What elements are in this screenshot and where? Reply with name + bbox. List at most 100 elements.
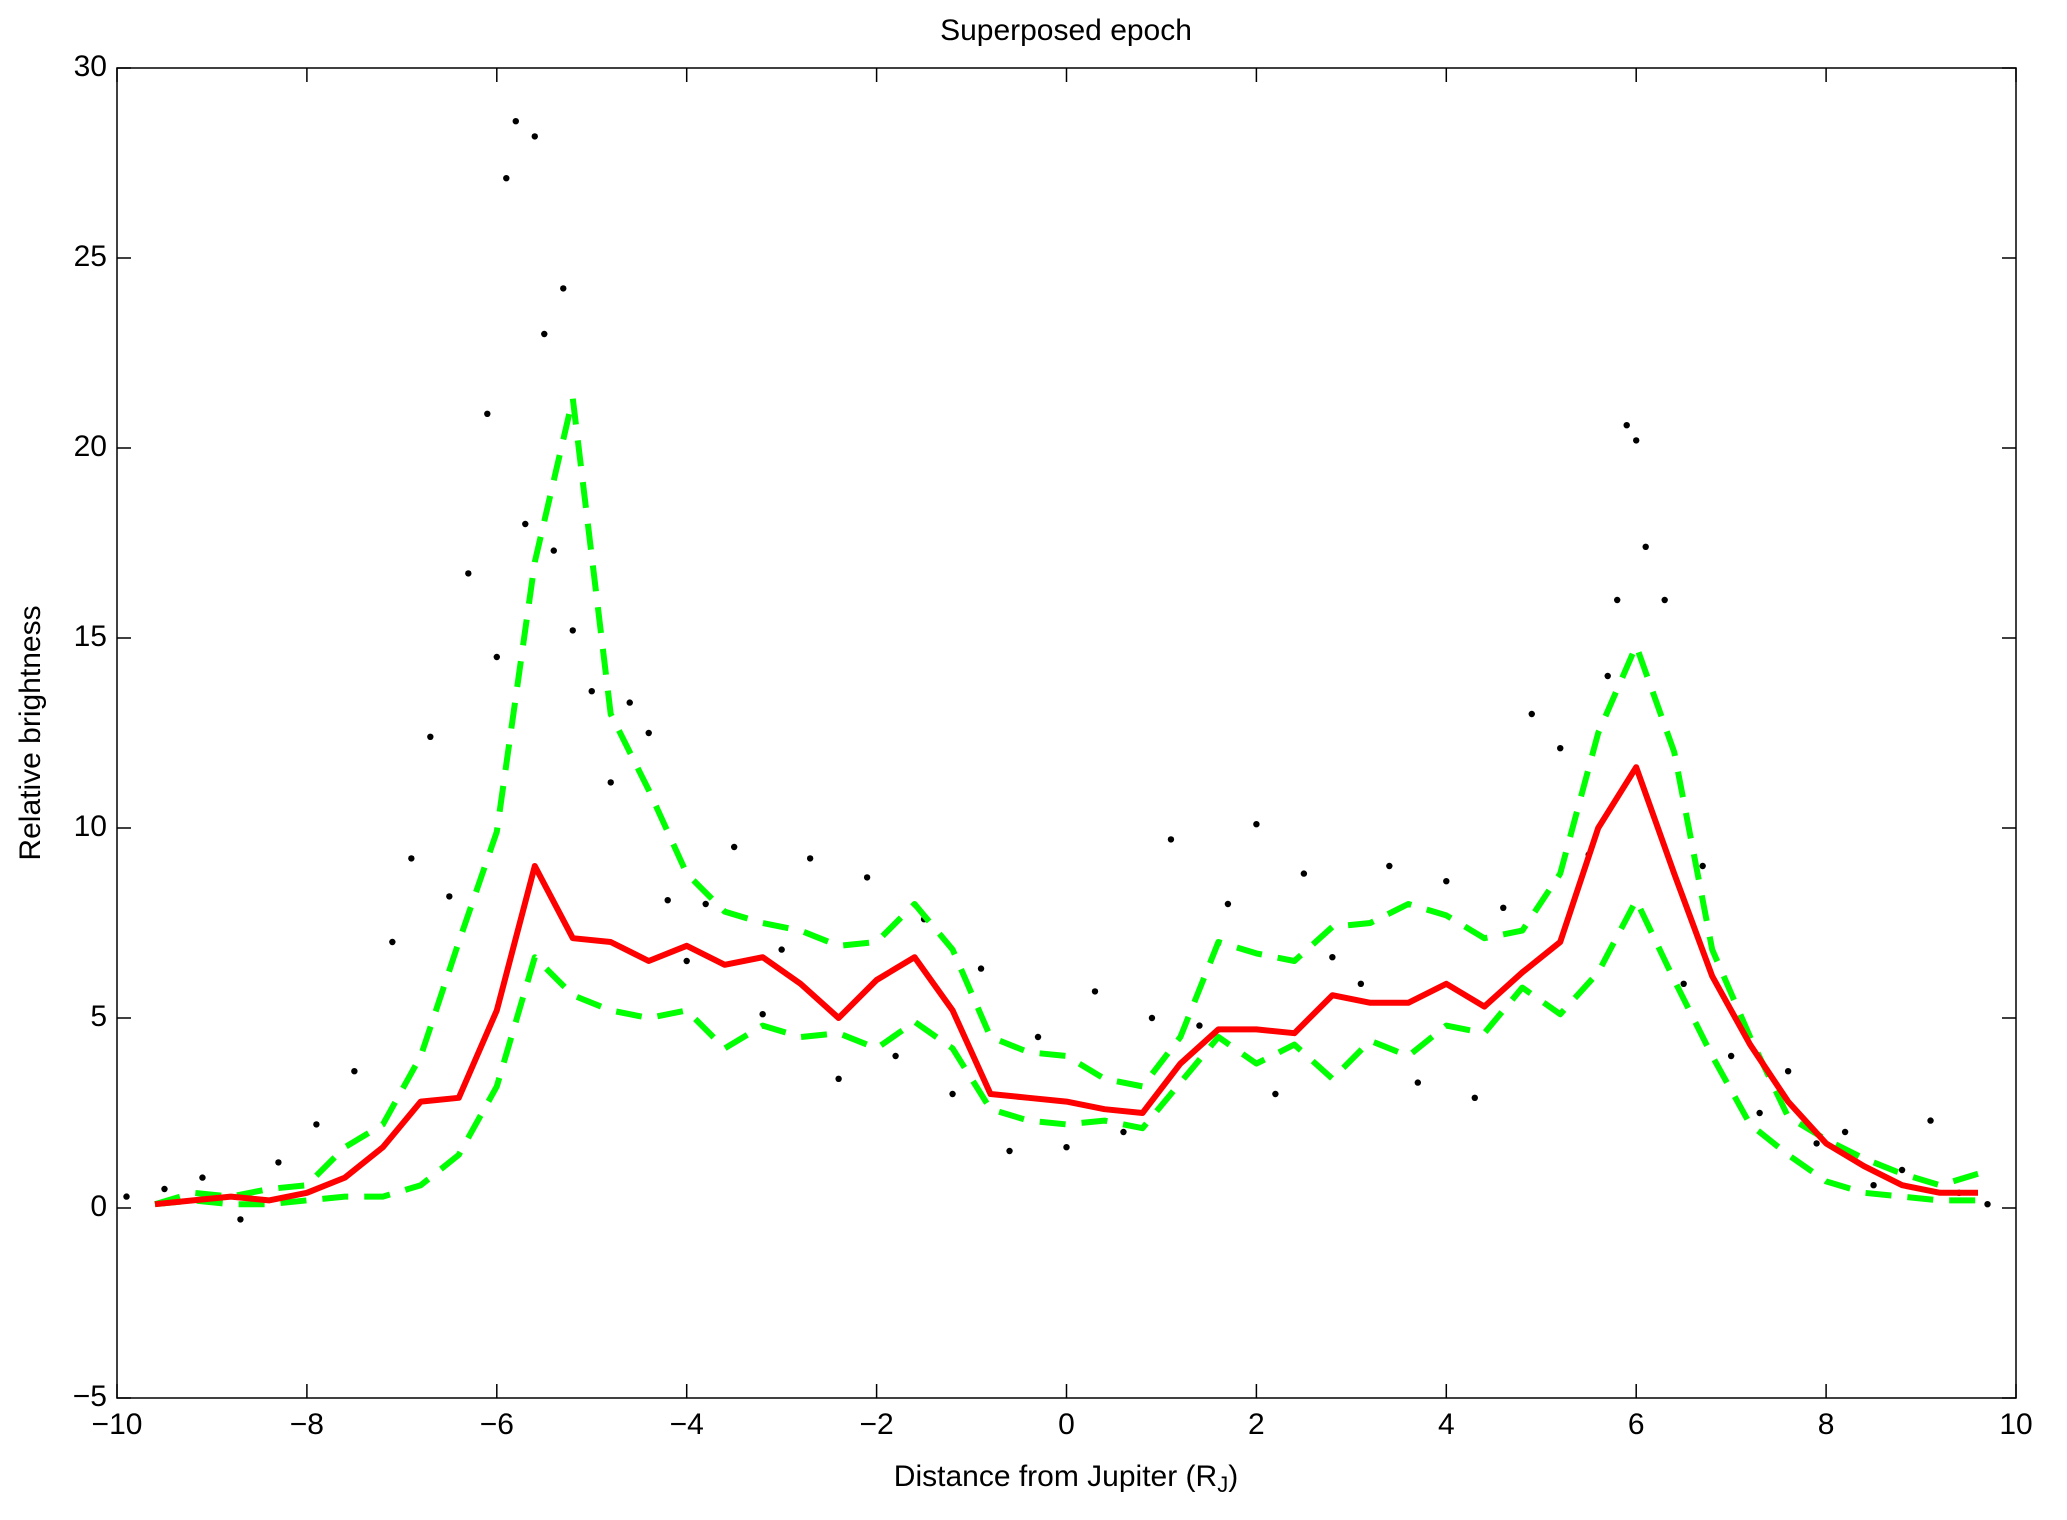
scatter-point: [1167, 836, 1175, 843]
dashed-line: [154, 897, 1978, 1208]
x-tick-label: 0: [1058, 1408, 1075, 1441]
scatter-point: [237, 1216, 244, 1223]
x-tick-label: −6: [480, 1408, 514, 1441]
x-tick-label: −2: [859, 1408, 893, 1441]
scatter-point: [949, 1090, 956, 1098]
scatter-point: [427, 733, 434, 740]
chart-title: Superposed epoch: [940, 14, 1192, 47]
scatter-point: [493, 653, 500, 661]
scatter-point: [702, 900, 709, 908]
scatter-point: [512, 118, 519, 125]
scatter-point: [351, 1068, 358, 1075]
data-layer: [123, 118, 1991, 1223]
y-tick-label: 25: [74, 240, 107, 273]
scatter-point: [531, 133, 538, 140]
scatter-point: [503, 175, 510, 182]
scatter-point: [1386, 862, 1393, 870]
scatter-point: [275, 1159, 282, 1166]
scatter-point: [550, 547, 557, 554]
scatter-point: [1091, 988, 1099, 995]
scatter-point: [664, 897, 671, 904]
scatter-point: [588, 688, 595, 695]
y-tick-label: 30: [74, 50, 107, 83]
scatter-point: [1034, 1033, 1042, 1041]
x-axis-label-main: Distance from Jupiter (R: [894, 1460, 1217, 1493]
scatter-point: [892, 1052, 899, 1060]
scatter-point: [1471, 1094, 1478, 1102]
scatter-point: [389, 938, 396, 946]
x-axis-label-suffix: ): [1228, 1460, 1238, 1493]
line: [154, 764, 1978, 1208]
x-tick-label: 6: [1628, 1408, 1645, 1441]
x-tick-label: 8: [1818, 1408, 1835, 1441]
scatter-point: [1500, 904, 1507, 911]
scatter-point: [645, 729, 652, 737]
scatter-point: [1148, 1014, 1156, 1022]
scatter-point: [730, 843, 738, 851]
y-tick-label: 0: [90, 1190, 107, 1223]
scatter-point: [1557, 745, 1564, 752]
scatter-point: [1813, 1140, 1820, 1147]
scatter-point: [759, 1011, 766, 1018]
x-tick-label: −10: [92, 1408, 143, 1441]
scatter-point: [1680, 980, 1687, 987]
scatter-point: [1272, 1090, 1279, 1098]
scatter-point: [778, 946, 785, 953]
scatter-point: [1604, 672, 1611, 680]
scatter-point: [1633, 437, 1640, 444]
scatter-point: [1870, 1182, 1877, 1189]
scatter-point: [835, 1075, 842, 1083]
scatter-point: [1357, 980, 1365, 987]
scatter-point: [313, 1121, 320, 1128]
scatter-point: [123, 1193, 130, 1200]
y-tick-label: 20: [74, 430, 107, 463]
scatter-point: [446, 893, 453, 900]
x-tick-label: 4: [1438, 1408, 1455, 1441]
y-tick-label: 15: [74, 620, 107, 653]
x-tick-label: 10: [1999, 1408, 2032, 1441]
scatter-point: [408, 855, 415, 862]
scatter-point: [863, 874, 871, 881]
y-tick-label: 10: [74, 810, 107, 843]
x-axis-label: Distance from Jupiter (RJ): [894, 1460, 1238, 1497]
scatter-point: [1120, 1128, 1127, 1136]
scatter-point: [607, 779, 614, 786]
scatter-point: [1756, 1109, 1763, 1117]
scatter-point: [1699, 862, 1706, 870]
x-tick-label: 2: [1248, 1408, 1265, 1441]
scatter-point: [1614, 596, 1621, 604]
scatter-point: [1006, 1147, 1013, 1155]
scatter-point: [1927, 1117, 1934, 1124]
scatter-point: [484, 410, 491, 417]
scatter-point: [1984, 1201, 1991, 1208]
scatter-point: [1414, 1079, 1422, 1086]
scatter-point: [465, 570, 472, 577]
scatter-point: [1443, 878, 1450, 885]
scatter-point: [1727, 1052, 1735, 1060]
scatter-point: [1253, 821, 1260, 828]
scatter-point: [541, 330, 548, 338]
scatter-point: [1784, 1068, 1792, 1075]
scatter-point: [1642, 543, 1649, 550]
y-axis-label: Relative brightness: [14, 605, 47, 860]
scatter-point: [522, 520, 529, 528]
scatter-point: [683, 957, 690, 965]
scatter-point: [199, 1174, 206, 1181]
scatter-point: [806, 855, 814, 862]
scatter-point: [1898, 1166, 1906, 1174]
scatter-point: [1224, 900, 1232, 908]
dashed-line: [154, 395, 1979, 1208]
x-tick-label: −4: [670, 1408, 704, 1441]
scatter-point: [1329, 954, 1336, 961]
scatter-point: [1196, 1022, 1203, 1029]
scatter-point: [1841, 1128, 1849, 1136]
scatter-point: [626, 699, 633, 706]
x-tick-label: −8: [290, 1408, 324, 1441]
x-axis-label-subscript: J: [1217, 1472, 1228, 1497]
scatter-point: [1623, 422, 1630, 429]
scatter-point: [1063, 1144, 1070, 1151]
y-tick-label: −5: [73, 1380, 107, 1413]
scatter-point: [560, 285, 567, 292]
